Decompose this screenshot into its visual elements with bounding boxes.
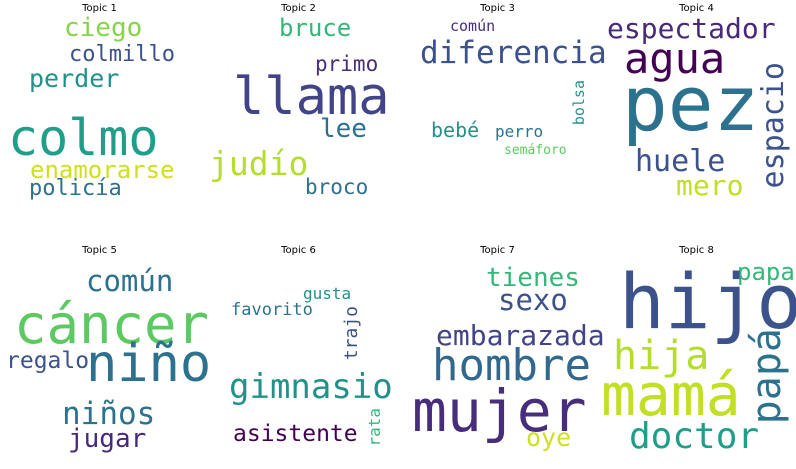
topic-title: Topic 8: [679, 245, 714, 256]
word: llama: [233, 67, 390, 127]
word: tienes: [486, 263, 580, 293]
word: pez: [622, 59, 760, 148]
word: espacio: [756, 62, 791, 189]
word: hija: [613, 333, 710, 379]
word: mero: [676, 169, 744, 202]
word: papá: [744, 328, 790, 425]
word: perro: [495, 122, 544, 141]
word: bebé: [431, 118, 480, 142]
word: hombre: [432, 340, 591, 391]
word: niños: [62, 396, 156, 432]
word: niño: [86, 334, 212, 394]
topic-7-panel: Topic 7 tienes sexo embarazada hombre mu…: [398, 242, 605, 469]
word: mamá: [601, 361, 741, 429]
word: enamorarse: [30, 156, 175, 184]
word: embarazada: [436, 319, 605, 352]
word: bolsa: [570, 80, 588, 126]
word: doctor: [629, 416, 760, 457]
topic-title: Topic 4: [679, 3, 714, 14]
word: gusta: [303, 284, 352, 303]
topic-title: Topic 1: [82, 3, 117, 14]
word: perder: [29, 64, 120, 93]
word: rata: [365, 408, 384, 447]
word: sexo: [498, 283, 568, 317]
word: asistente: [233, 421, 358, 447]
word: hijo: [619, 257, 796, 346]
topic-8-panel: Topic 8 papa hijo hija papá mamá doctor: [597, 242, 796, 469]
topic-title: Topic 7: [480, 245, 515, 256]
word: común: [450, 17, 496, 35]
topic-1-panel: Topic 1 ciego colmillo perder colmo enam…: [0, 0, 199, 227]
word: oye: [526, 423, 572, 452]
word: colmillo: [69, 42, 175, 67]
topic-title: Topic 5: [82, 245, 117, 256]
word: papa: [737, 258, 795, 286]
word: primo: [315, 52, 379, 76]
word: ciego: [64, 13, 143, 43]
topic-title: Topic 2: [281, 3, 316, 14]
word: cáncer: [14, 293, 210, 356]
word: favorito: [231, 300, 313, 320]
word: broco: [305, 175, 369, 199]
topic-title: Topic 6: [281, 245, 316, 256]
word: huele: [635, 144, 726, 179]
word: diferencia: [420, 35, 607, 71]
topic-2-panel: Topic 2 bruce primo llama lee judío broc…: [199, 0, 398, 227]
topic-4-panel: Topic 4 espectador agua pez espacio huel…: [597, 0, 796, 227]
word: común: [86, 264, 174, 298]
topic-5-panel: Topic 5 común cáncer regalo niño niños j…: [0, 242, 211, 469]
word: jugar: [68, 424, 147, 454]
word: bruce: [279, 14, 352, 42]
topic-3-panel: Topic 3 común diferencia bolsa bebé perr…: [398, 0, 607, 227]
word: lee: [320, 114, 367, 144]
word: trajo: [341, 306, 362, 361]
topic-6-panel: Topic 6 gusta favorito trajo gimnasio as…: [199, 242, 398, 469]
word: espectador: [607, 12, 776, 45]
word: semáforo: [504, 143, 567, 158]
word: colmo: [8, 109, 159, 167]
word: mujer: [412, 377, 587, 445]
word: judío: [209, 144, 309, 183]
word: agua: [624, 34, 726, 83]
topic-title: Topic 3: [480, 3, 515, 14]
word: gimnasio: [229, 367, 393, 407]
word: policía: [29, 176, 122, 201]
word: regalo: [6, 348, 90, 374]
